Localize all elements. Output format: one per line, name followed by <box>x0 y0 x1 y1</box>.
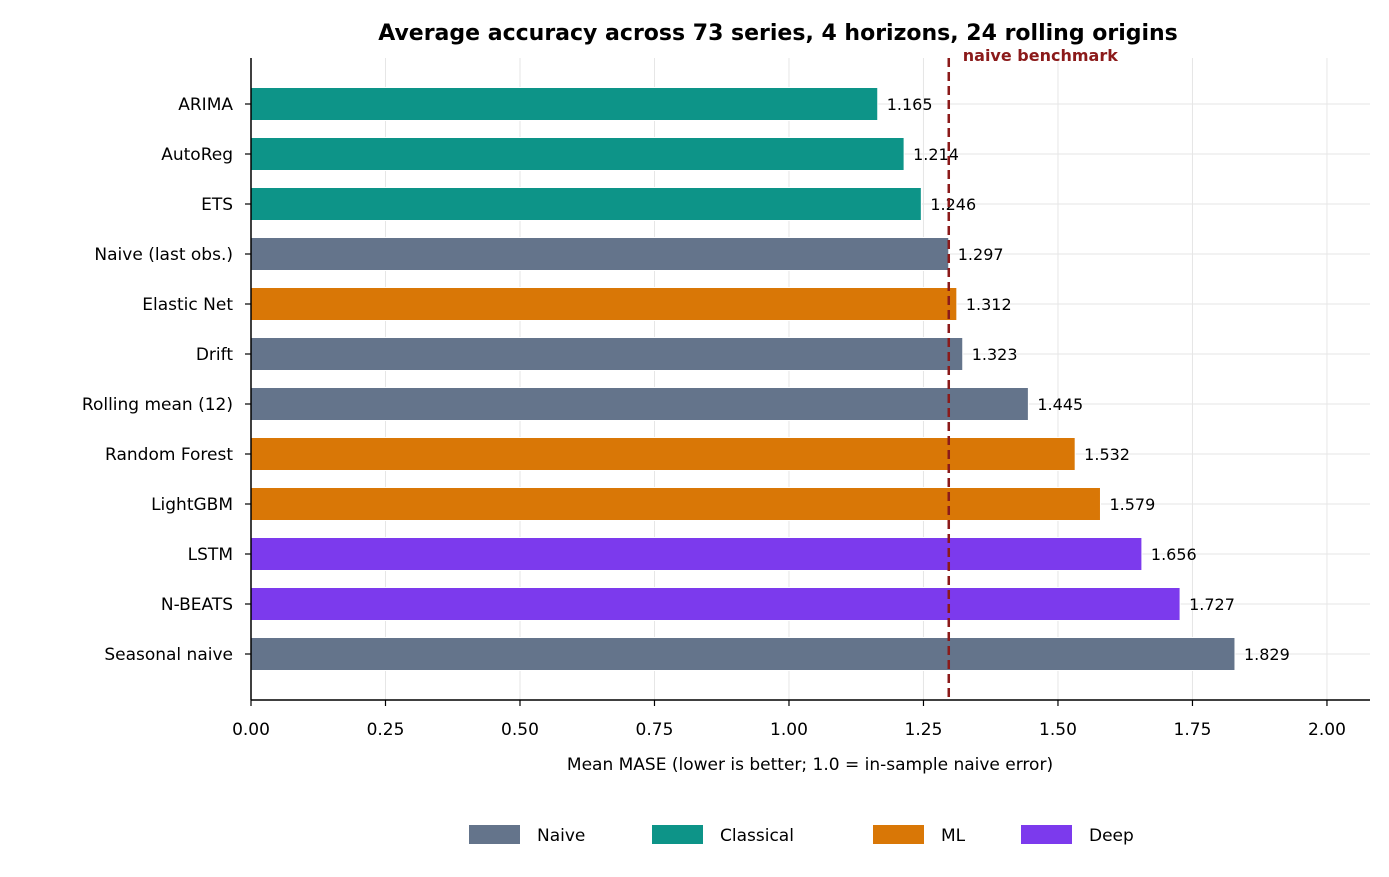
y-tick-label: Seasonal naive <box>104 645 233 665</box>
x-tick-label: 0.75 <box>636 720 674 740</box>
bar-value-label: 1.829 <box>1244 645 1290 664</box>
reference-line-label: naive benchmark <box>963 46 1118 65</box>
x-tick-label: 2.00 <box>1308 720 1346 740</box>
bar <box>250 187 922 221</box>
bar-value-label: 1.297 <box>958 245 1004 264</box>
x-tick-label: 1.50 <box>1039 720 1077 740</box>
bar-value-label: 1.312 <box>966 295 1012 314</box>
x-tick-label: 0.00 <box>232 720 270 740</box>
axes: 0.00 0.25 0.50 0.75 1.00 1.25 1.50 1.75 2.00 ARIM… <box>82 58 1370 740</box>
x-tick-label: 1.00 <box>770 720 808 740</box>
y-tick-label: Elastic Net <box>142 295 233 315</box>
bar <box>250 387 1029 421</box>
chart-title: Average accuracy across 73 series, 4 hor… <box>378 21 1178 46</box>
bar-value-label: 1.445 <box>1037 395 1083 414</box>
bar-value-label: 1.165 <box>887 95 933 114</box>
y-tick-label: AutoReg <box>161 145 233 165</box>
legend-swatch <box>873 825 924 844</box>
reference-line-group: naive benchmark <box>947 46 1118 700</box>
y-tick-label: Naive (last obs.) <box>94 245 233 265</box>
y-tick-label: Random Forest <box>105 445 233 465</box>
bar <box>250 337 964 371</box>
bar-value-label: 1.214 <box>913 145 959 164</box>
legend-swatch <box>1021 825 1072 844</box>
y-tick-label: Rolling mean (12) <box>82 395 233 415</box>
bar <box>250 287 958 321</box>
bar-value-label: 1.727 <box>1189 595 1235 614</box>
bar <box>250 237 950 271</box>
legend: Naive Classical ML Deep <box>469 825 1134 846</box>
y-tick-label: ETS <box>201 195 233 215</box>
x-tick-label: 1.75 <box>1174 720 1212 740</box>
bar-value-label: 1.323 <box>972 345 1018 364</box>
bar <box>250 437 1076 471</box>
legend-label: Deep <box>1089 826 1134 846</box>
y-tick-label: N-BEATS <box>161 595 233 615</box>
bar <box>250 87 879 121</box>
legend-label: Classical <box>720 826 794 846</box>
bar <box>250 537 1143 571</box>
bar <box>250 487 1101 521</box>
bar <box>250 637 1236 671</box>
y-tick-label: LSTM <box>188 545 233 565</box>
bar-value-label: 1.656 <box>1151 545 1197 564</box>
x-axis-label: Mean MASE (lower is better; 1.0 = in-sam… <box>567 755 1053 775</box>
y-tick-label: Drift <box>196 345 233 365</box>
y-tick-label: ARIMA <box>178 95 233 115</box>
legend-label: ML <box>941 826 966 846</box>
y-tick-label: LightGBM <box>151 495 233 515</box>
legend-swatch <box>469 825 520 844</box>
bar-value-label: 1.579 <box>1109 495 1155 514</box>
bar-value-label: 1.532 <box>1084 445 1130 464</box>
bar <box>250 587 1181 621</box>
bar <box>250 137 905 171</box>
bar-value-label: 1.246 <box>930 195 976 214</box>
x-tick-label: 0.50 <box>501 720 539 740</box>
legend-swatch <box>652 825 703 844</box>
legend-label: Naive <box>537 826 585 846</box>
x-tick-label: 1.25 <box>905 720 943 740</box>
bars: 1.165 1.214 1.246 1.297 1.312 1.323 1.445 1.532… <box>250 87 1290 671</box>
x-tick-label: 0.25 <box>367 720 405 740</box>
